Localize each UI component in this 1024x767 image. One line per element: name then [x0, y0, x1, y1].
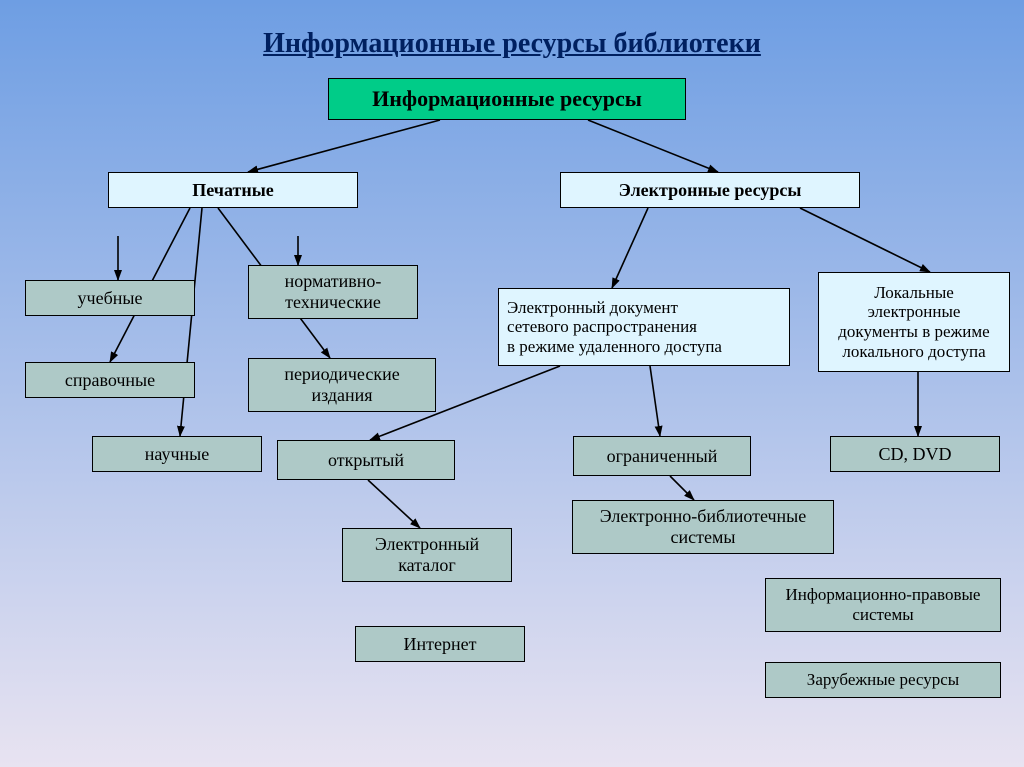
node-eresources: Электронные ресурсы: [560, 172, 860, 208]
diagram-canvas: Информационные ресурсы библиотеки Информ…: [0, 0, 1024, 767]
diagram-title: Информационные ресурсы библиотеки: [0, 28, 1024, 60]
node-ecatalog: Электронныйкаталог: [342, 528, 512, 582]
edge: [588, 120, 718, 172]
node-internet: Интернет: [355, 626, 525, 662]
edge: [180, 208, 202, 436]
edge: [670, 476, 694, 500]
node-periodic: периодическиеиздания: [248, 358, 436, 412]
node-sci: научные: [92, 436, 262, 472]
node-ref: справочные: [25, 362, 195, 398]
edge: [368, 480, 420, 528]
node-printed: Печатные: [108, 172, 358, 208]
edge: [248, 120, 440, 172]
edge: [650, 366, 660, 436]
node-cddvd: CD, DVD: [830, 436, 1000, 472]
node-legal: Информационно-правовыесистемы: [765, 578, 1001, 632]
node-root: Информационные ресурсы: [328, 78, 686, 120]
node-local: Локальныеэлектронныедокументы в режимело…: [818, 272, 1010, 372]
node-open: открытый: [277, 440, 455, 480]
node-ebsys: Электронно-библиотечныесистемы: [572, 500, 834, 554]
node-limited: ограниченный: [573, 436, 751, 476]
node-normtech: нормативно-технические: [248, 265, 418, 319]
node-edu: учебные: [25, 280, 195, 316]
edge: [800, 208, 930, 272]
node-remote: Электронный документсетевого распростран…: [498, 288, 790, 366]
edge: [612, 208, 648, 288]
node-foreign: Зарубежные ресурсы: [765, 662, 1001, 698]
